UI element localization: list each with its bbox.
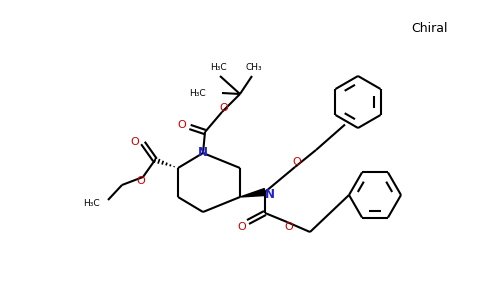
Text: O: O bbox=[178, 120, 186, 130]
Text: N: N bbox=[265, 188, 275, 202]
Text: O: O bbox=[131, 137, 139, 147]
Text: O: O bbox=[220, 103, 228, 113]
Text: N: N bbox=[198, 146, 208, 160]
Text: Chiral: Chiral bbox=[412, 22, 448, 34]
Text: H₃C: H₃C bbox=[210, 64, 227, 73]
Text: H₃C: H₃C bbox=[83, 200, 100, 208]
Polygon shape bbox=[240, 189, 266, 197]
Text: CH₃: CH₃ bbox=[246, 64, 262, 73]
Text: O: O bbox=[293, 157, 302, 167]
Text: O: O bbox=[238, 222, 246, 232]
Text: O: O bbox=[285, 222, 293, 232]
Text: H₃C: H₃C bbox=[189, 88, 206, 98]
Text: O: O bbox=[136, 176, 145, 186]
